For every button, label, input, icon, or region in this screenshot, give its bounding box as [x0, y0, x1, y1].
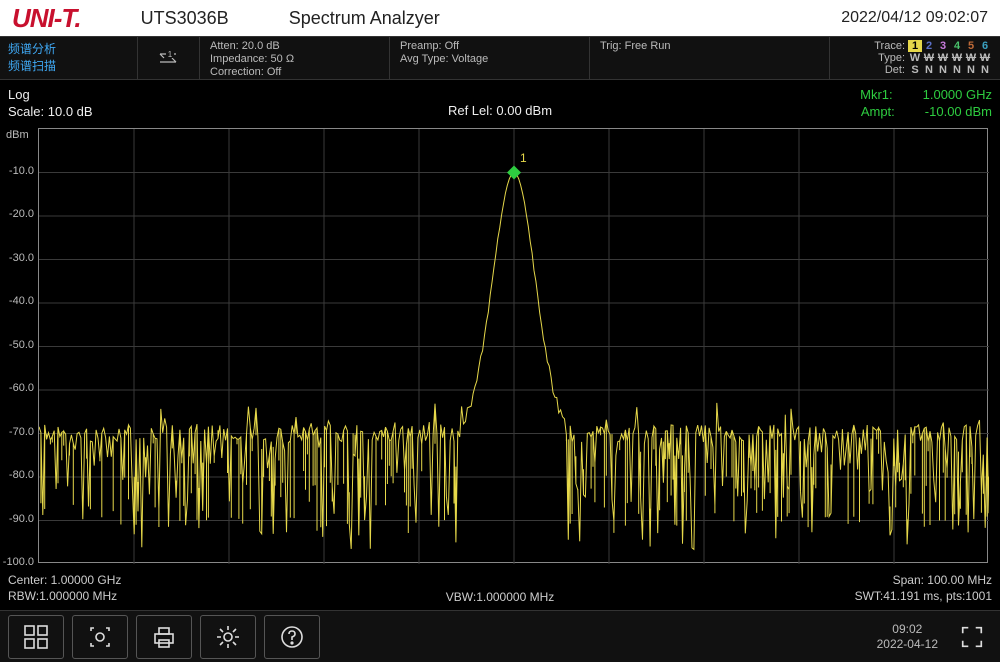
status-bar: 频谱分析 频谱扫描 1 Atten: 20.0 dB Impedance: 50…: [0, 36, 1000, 80]
svg-text:1: 1: [167, 50, 172, 59]
trace-panel[interactable]: Trace:123456 Type:WWWWWW Det:SNNNNN: [830, 37, 1000, 79]
rbw-label: RBW:1.000000 MHz: [8, 588, 121, 604]
ampt-label: Ampt:: [861, 103, 895, 120]
header-datetime: 2022/04/12 09:02:07: [841, 9, 988, 27]
trace-row-types: Type:WWWWWW: [838, 52, 992, 64]
help-icon: [278, 623, 306, 651]
ampt-value: -10.00 dBm: [925, 103, 992, 120]
bottom-right-info: Span: 100.00 MHz SWT:41.191 ms, pts:1001: [855, 572, 992, 604]
print-icon: [150, 623, 178, 651]
footer-datetime: 09:02 2022-04-12: [877, 622, 938, 652]
mode-label-1: 频谱分析: [8, 41, 129, 58]
sweep-time-label: SWT:41.191 ms, pts:1001: [855, 588, 992, 604]
model-label: UTS3036B: [141, 8, 229, 29]
marker-readout: Mkr1: 1.0000 GHz Ampt: -10.00 dBm: [860, 86, 992, 120]
sweep-button[interactable]: 1: [138, 37, 200, 79]
footer-date: 2022-04-12: [877, 637, 938, 652]
trigger-label: Trig: Free Run: [600, 40, 819, 53]
settings-button[interactable]: [200, 615, 256, 659]
screenshot-button[interactable]: [72, 615, 128, 659]
marker-name: Mkr1:: [860, 86, 893, 103]
trace-row-dets: Det:SNNNNN: [838, 64, 992, 76]
vbw-label: VBW:1.000000 MHz: [446, 590, 555, 604]
apps-icon: [22, 623, 50, 651]
scale-info: Log Scale: 10.0 dB: [8, 86, 93, 120]
screenshot-icon: [86, 623, 114, 651]
apps-button[interactable]: [8, 615, 64, 659]
center-freq-label: Center: 1.00000 GHz: [8, 572, 121, 588]
sweep-icon: 1: [154, 46, 184, 70]
bottom-left-info: Center: 1.00000 GHz RBW:1.000000 MHz: [8, 572, 121, 604]
amp-settings: Atten: 20.0 dB Impedance: 50 Ω Correctio…: [200, 37, 390, 79]
log-label: Log: [8, 86, 93, 103]
brand-logo: UNI-T.: [12, 3, 81, 34]
fullscreen-icon: [959, 624, 985, 650]
top-header: UNI-T. UTS3036B Spectrum Analzyer 2022/0…: [0, 0, 1000, 36]
gear-icon: [214, 623, 242, 651]
preamp-label: Preamp: Off: [400, 40, 579, 53]
ref-level-label: Ref Lel: 0.00 dBm: [448, 103, 552, 118]
trace-row-nums: Trace:123456: [838, 40, 992, 52]
correction-label: Correction: Off: [210, 66, 379, 79]
spectrum-plot[interactable]: 1: [38, 128, 988, 563]
preamp-settings: Preamp: Off Avg Type: Voltage: [390, 37, 590, 79]
span-label: Span: 100.00 MHz: [855, 572, 992, 588]
marker-freq: 1.0000 GHz: [923, 86, 992, 103]
bottom-toolbar: 09:02 2022-04-12: [0, 610, 1000, 662]
scale-label: Scale: 10.0 dB: [8, 103, 93, 120]
atten-label: Atten: 20.0 dB: [210, 40, 379, 53]
help-button[interactable]: [264, 615, 320, 659]
mode-panel[interactable]: 频谱分析 频谱扫描: [0, 37, 138, 79]
avgtype-label: Avg Type: Voltage: [400, 53, 579, 66]
app-title: Spectrum Analzyer: [289, 8, 842, 29]
plot-area: Log Scale: 10.0 dB Ref Lel: 0.00 dBm Mkr…: [0, 80, 1000, 610]
mode-label-2: 频谱扫描: [8, 58, 129, 75]
spectrum-svg: [39, 129, 989, 564]
print-button[interactable]: [136, 615, 192, 659]
y-axis-unit: dBm: [6, 129, 29, 141]
impedance-label: Impedance: 50 Ω: [210, 53, 379, 66]
trigger-settings: Trig: Free Run: [590, 37, 830, 79]
marker-label: 1: [520, 151, 527, 165]
fullscreen-button[interactable]: [950, 615, 994, 659]
footer-time: 09:02: [877, 622, 938, 637]
